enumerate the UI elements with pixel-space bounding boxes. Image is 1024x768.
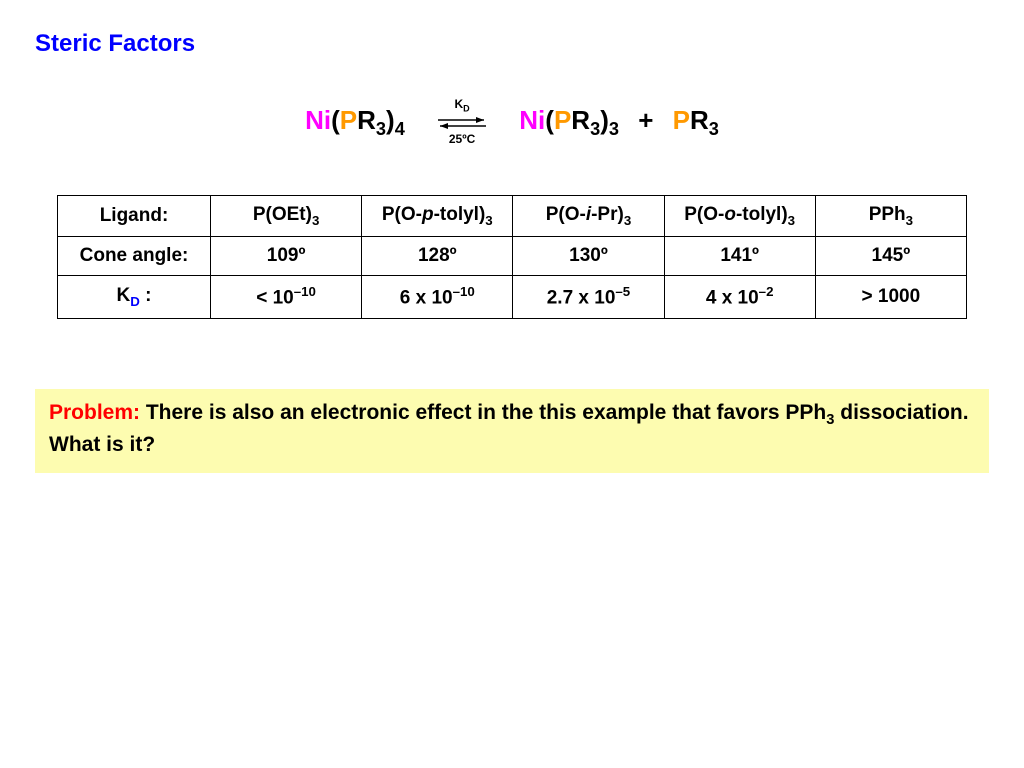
cell: 128º [362,237,513,276]
eq-left-rsub: 3 [376,119,386,139]
cell: 109º [211,237,362,276]
equil-label-bottom: 25ºC [430,133,494,145]
slide: Steric Factors Ni(PR3)4 KD 25ºC Ni(PR3)3… [0,0,1024,768]
eq-mid-ni: Ni [519,105,545,135]
ital: o [724,204,736,225]
eq-mid-rsub: 3 [590,119,600,139]
txt: : [140,285,152,306]
ligand-table: Ligand: P(OEt)3 P(O-p-tolyl)3 P(O-i-Pr)3… [57,195,967,318]
sup: –10 [453,284,475,299]
sup: –2 [759,284,774,299]
sup: –5 [615,284,630,299]
txt: P(O- [546,204,586,225]
eq-mid-r: R [571,105,590,135]
row-header-cone: Cone angle: [58,237,211,276]
eq-mid-p: P [554,105,571,135]
sub: 3 [485,213,492,228]
txt: -tolyl) [736,204,788,225]
ital: p [422,204,434,225]
cell: 6 x 10–10 [362,276,513,318]
txt: P(O- [382,204,422,225]
cell: P(O-i-Pr)3 [513,196,664,237]
sub: 3 [312,213,319,228]
cell: 141º [664,237,815,276]
equil-k-sub: D [463,103,470,113]
problem-label: Problem: [49,401,140,424]
cell: 145º [815,237,966,276]
sub: 3 [906,213,913,228]
sup: –10 [294,284,316,299]
cell: < 10–10 [211,276,362,318]
cell: 2.7 x 10–5 [513,276,664,318]
row-header-kd: KD : [58,276,211,318]
txt: 2.7 x 10 [547,288,616,309]
cell: P(O-p-tolyl)3 [362,196,513,237]
txt: 6 x 10 [400,288,453,309]
cell: PPh3 [815,196,966,237]
txt: < 10 [256,288,294,309]
equilibrium-arrows-block: KD 25ºC [430,98,494,145]
eq-plus: + [638,105,653,135]
eq-mid-close: ) [600,105,609,135]
txt: -tolyl) [434,204,486,225]
kd-sub: D [130,294,140,309]
eq-left-ni: Ni [305,105,331,135]
row-header-ligand: Ligand: [58,196,211,237]
cell: P(OEt)3 [211,196,362,237]
problem-text-1: There is also an electronic effect in th… [140,401,826,424]
cell: 130º [513,237,664,276]
sub: 3 [624,213,631,228]
eq-left-p: P [340,105,357,135]
eq-mid-species: Ni(PR3)3 [519,105,626,135]
table-row: Cone angle: 109º 128º 130º 141º 145º [58,237,967,276]
eq-left-close: ) [386,105,395,135]
cell: 4 x 10–2 [664,276,815,318]
eq-right-p: P [673,105,690,135]
eq-right-rsub: 3 [709,119,719,139]
eq-left-species: Ni(PR3)4 [305,105,412,135]
table-row: Ligand: P(OEt)3 P(O-p-tolyl)3 P(O-i-Pr)3… [58,196,967,237]
txt: PPh [869,204,906,225]
eq-mid-open: ( [545,105,554,135]
txt: P(OEt) [253,204,312,225]
eq-right-r: R [690,105,709,135]
cell: P(O-o-tolyl)3 [664,196,815,237]
equil-k: K [454,97,463,111]
cell: > 1000 [815,276,966,318]
txt: -Pr) [591,204,624,225]
txt: P(O- [684,204,724,225]
eq-left-r: R [357,105,376,135]
table-row: KD : < 10–10 6 x 10–10 2.7 x 10–5 4 x 10… [58,276,967,318]
eq-left-outsub: 4 [395,119,405,139]
txt: 4 x 10 [706,288,759,309]
eq-left-open: ( [331,105,340,135]
equilibrium-equation: Ni(PR3)4 KD 25ºC Ni(PR3)3 + PR3 [35,98,989,145]
slide-title: Steric Factors [35,30,989,58]
eq-mid-outsub: 3 [609,119,619,139]
txt: K [117,285,131,306]
sub: 3 [788,213,795,228]
problem-box: Problem: There is also an electronic eff… [35,389,989,473]
eq-right-species: PR3 [673,105,719,135]
equilibrium-arrows-icon [430,115,494,131]
equil-label-top: KD [430,98,494,113]
